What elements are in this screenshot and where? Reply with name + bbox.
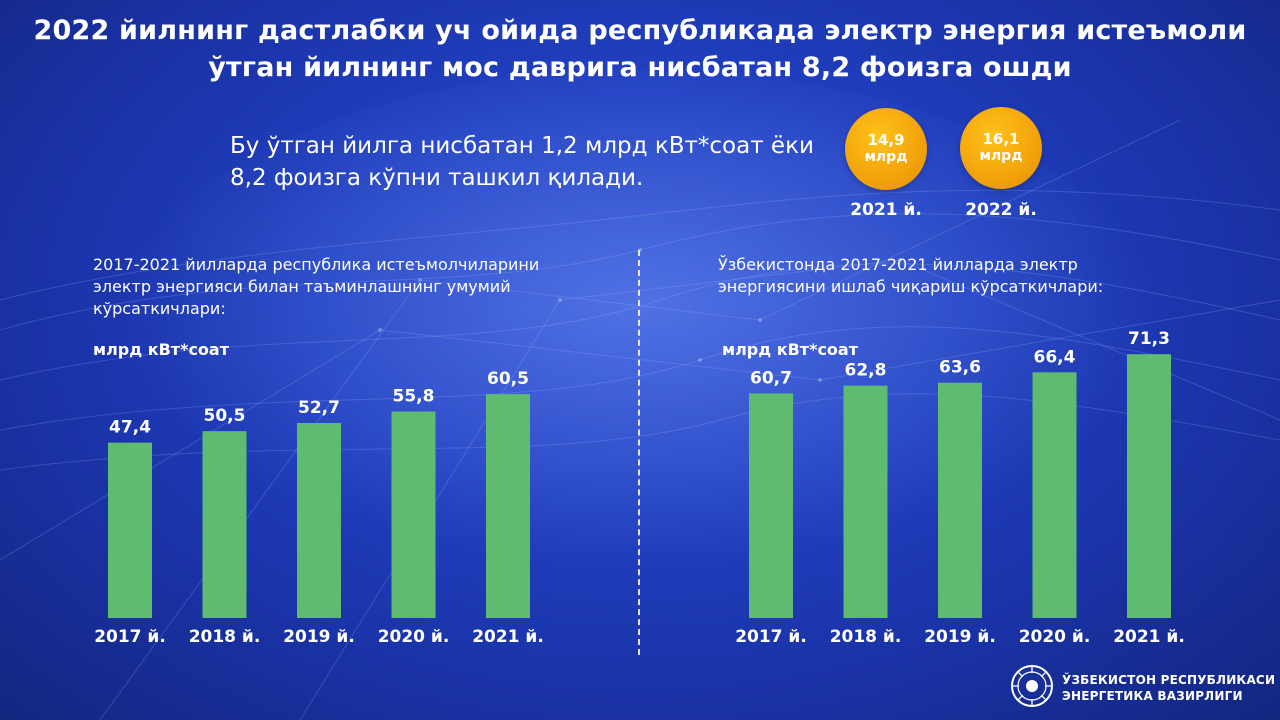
- panel-divider: [638, 250, 640, 655]
- consumption-value-label-4: 60,5: [487, 369, 529, 389]
- production-category-label-3: 2020 й.: [1019, 627, 1091, 647]
- left-chart-title: 2017-2021 йилларда республика истеъмолчи…: [93, 255, 540, 318]
- production-bar-2: [938, 382, 982, 618]
- production-value-label-4: 71,3: [1128, 329, 1170, 349]
- badge-2021-year: 2021 й.: [850, 200, 922, 220]
- consumption-value-label-2: 52,7: [298, 398, 340, 418]
- production-category-label-2: 2019 й.: [924, 627, 996, 647]
- production-value-label-0: 60,7: [750, 368, 792, 388]
- consumption-value-label-3: 55,8: [393, 387, 435, 407]
- consumption-category-label-2: 2019 й.: [283, 627, 355, 647]
- consumption-value-label-0: 47,4: [109, 418, 151, 438]
- footer-org-line1: ЎЗБЕКИСТОН РЕСПУБЛИКАСИ: [1062, 673, 1276, 687]
- consumption-bar-4: [486, 394, 530, 618]
- badge-2022-unit: млрд: [979, 148, 1023, 164]
- ministry-emblem-icon: [1011, 665, 1053, 707]
- production-bar-0: [749, 393, 793, 618]
- consumption-value-label-1: 50,5: [204, 406, 246, 426]
- footer-org-line2: ЭНЕРГЕТИКА ВАЗИРЛИГИ: [1062, 689, 1243, 703]
- left-chart-unit: млрд кВт*соат: [93, 340, 229, 359]
- production-value-label-2: 63,6: [939, 358, 981, 378]
- footer-organization: ЎЗБЕКИСТОН РЕСПУБЛИКАСИ ЭНЕРГЕТИКА ВАЗИР…: [1062, 672, 1275, 704]
- badge-2021-unit: млрд: [864, 149, 908, 165]
- consumption-category-label-4: 2021 й.: [472, 627, 544, 647]
- consumption-category-label-3: 2020 й.: [378, 627, 450, 647]
- consumption-bar-2: [297, 423, 341, 618]
- production-value-label-1: 62,8: [845, 361, 887, 381]
- right-chart-unit: млрд кВт*соат: [722, 340, 858, 359]
- badge-2022-year: 2022 й.: [965, 200, 1037, 220]
- production-category-label-0: 2017 й.: [735, 627, 807, 647]
- right-chart-title: Ўзбекистонда 2017-2021 йилларда электр э…: [718, 255, 1104, 296]
- page-title: 2022 йилнинг дастлабки уч ойида республи…: [33, 15, 1247, 83]
- badge-2022: 16,1 млрд: [960, 107, 1042, 189]
- production-bar-3: [1032, 372, 1077, 618]
- production-category-label-4: 2021 й.: [1113, 627, 1185, 647]
- highlight-text: Бу ўтган йилга нисбатан 1,2 млрд кВт*соа…: [230, 133, 814, 191]
- consumption-bar-0: [108, 442, 152, 618]
- badge-2022-value: 16,1: [982, 130, 1020, 148]
- production-value-label-3: 66,4: [1034, 347, 1076, 367]
- production-bar-4: [1127, 354, 1171, 618]
- consumption-bar-1: [202, 431, 247, 618]
- badge-2021: 14,9 млрд: [845, 108, 927, 190]
- production-bar-1: [843, 385, 888, 618]
- badge-2021-value: 14,9: [867, 131, 905, 149]
- production-category-label-1: 2018 й.: [830, 627, 902, 647]
- consumption-bar-chart: 47,4 2017 й. 50,5 2018 й. 52,7 2019 й. 55,8 202…: [94, 369, 544, 647]
- consumption-bar-3: [391, 411, 436, 618]
- consumption-category-label-1: 2018 й.: [189, 627, 261, 647]
- consumption-category-label-0: 2017 й.: [94, 627, 166, 647]
- production-bar-chart: 60,7 2017 й. 62,8 2018 й. 63,6 2019 й. 66,4 202…: [735, 329, 1185, 647]
